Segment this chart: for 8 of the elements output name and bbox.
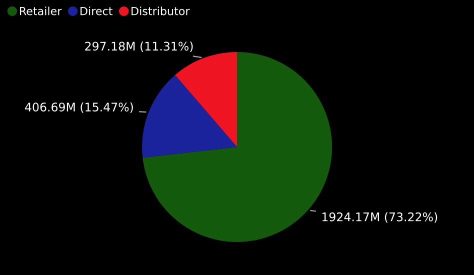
legend-label: Distributor <box>132 6 190 16</box>
data-label: 297.18M (11.31%) <box>85 42 193 52</box>
pie-slice <box>175 52 238 147</box>
legend-label: Retailer <box>20 6 62 16</box>
pie-slice <box>142 74 238 158</box>
legend-label: Direct <box>80 6 112 16</box>
data-label: 1924.17M (73.22%) <box>322 212 438 223</box>
data-label: 406.69M (15.47%) <box>25 102 133 113</box>
